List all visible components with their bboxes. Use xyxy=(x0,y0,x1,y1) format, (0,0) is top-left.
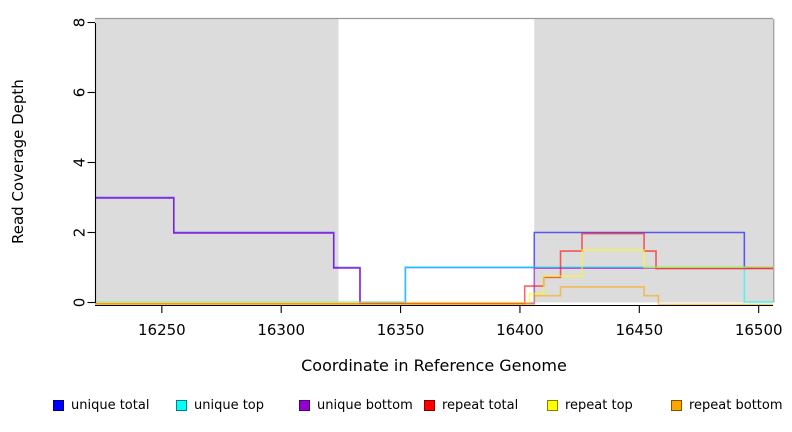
series-repeat-bottom xyxy=(95,286,773,306)
y-tick-label: 8 xyxy=(70,18,88,28)
legend-label: repeat bottom xyxy=(689,398,783,413)
x-axis-title: Coordinate in Reference Genome xyxy=(301,356,567,375)
legend-label: unique bottom xyxy=(317,398,413,413)
y-tick-label: 6 xyxy=(70,88,88,98)
y-tick-label: 0 xyxy=(70,298,88,308)
legend-label: repeat total xyxy=(442,398,519,413)
legend-item-unique-total: unique total xyxy=(53,398,149,413)
legend-swatch xyxy=(53,400,64,411)
shaded-region xyxy=(534,19,773,303)
legend-swatch xyxy=(671,400,682,411)
series-repeat-top xyxy=(95,249,773,304)
legend-item-repeat-bottom: repeat bottom xyxy=(671,398,783,413)
x-tick-label: 16500 xyxy=(735,321,783,339)
x-tick-label: 16350 xyxy=(377,321,425,339)
series-repeat-total xyxy=(95,232,773,305)
chart-legend: unique total unique top unique bottom repea… xyxy=(0,398,792,420)
y-axis-title: Read Coverage Depth xyxy=(9,79,27,244)
legend-label: unique top xyxy=(194,398,265,413)
x-tick-label: 16400 xyxy=(496,321,544,339)
legend-item-unique-bottom: unique bottom xyxy=(299,398,413,413)
legend-label: unique total xyxy=(71,398,150,413)
x-tick-label: 16250 xyxy=(138,321,186,339)
y-tick-label: 2 xyxy=(70,228,88,238)
legend-item-repeat-total: repeat total xyxy=(424,398,518,413)
legend-swatch xyxy=(176,400,187,411)
legend-item-repeat-top: repeat top xyxy=(547,398,633,413)
x-tick-label: 16450 xyxy=(615,321,663,339)
y-tick-label: 4 xyxy=(70,158,88,168)
legend-swatch xyxy=(424,400,435,411)
x-tick-label: 16300 xyxy=(257,321,305,339)
legend-swatch xyxy=(299,400,310,411)
shaded-region xyxy=(95,19,339,303)
legend-item-unique-top: unique top xyxy=(176,398,264,413)
legend-label: repeat top xyxy=(565,398,633,413)
legend-swatch xyxy=(547,400,558,411)
